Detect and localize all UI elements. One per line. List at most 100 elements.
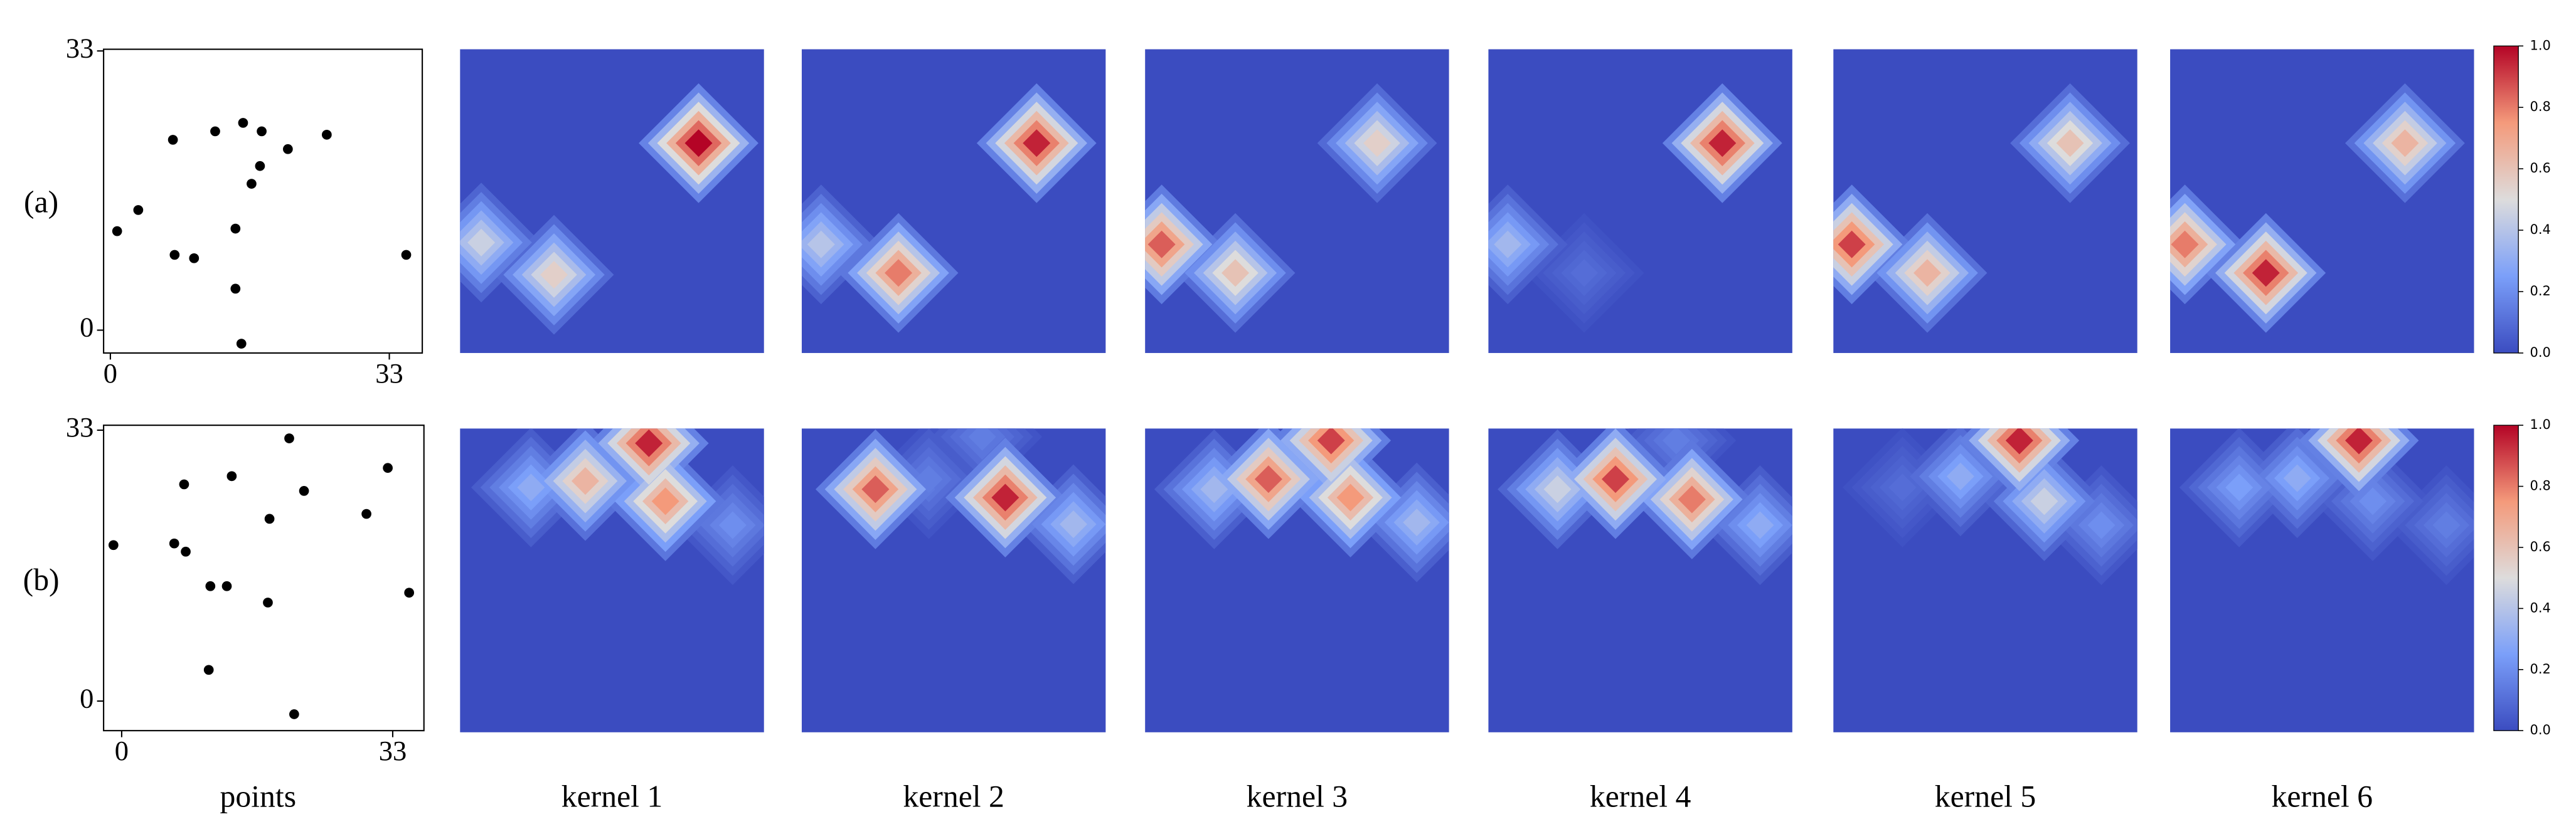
point <box>181 546 191 557</box>
point <box>205 581 216 591</box>
colorbar-tick-label: 0.6 <box>2530 161 2551 176</box>
point <box>247 179 257 189</box>
y-tick-label: 33 <box>66 32 94 63</box>
heat-blob <box>635 429 663 457</box>
heatmap <box>801 83 1097 333</box>
point <box>221 581 232 591</box>
heat-blob <box>2283 464 2311 492</box>
point <box>283 144 293 154</box>
heatmap-background <box>460 49 764 353</box>
heat-blob <box>1147 230 1176 258</box>
point <box>289 709 299 719</box>
column-title: kernel 3 <box>1247 779 1348 814</box>
colorbar-tick-label: 0.8 <box>2530 478 2551 493</box>
column-title: kernel 6 <box>2271 779 2373 814</box>
heat-blob <box>1662 428 1690 455</box>
heat-blob <box>2432 511 2461 539</box>
heat-blob <box>517 473 545 502</box>
point <box>189 253 200 263</box>
colorbar-tick-label: 0.8 <box>2530 99 2551 114</box>
colorbar <box>2493 45 2519 354</box>
heat-blob <box>1059 510 1088 539</box>
point <box>230 283 241 294</box>
heat-blob <box>1708 129 1737 157</box>
point <box>112 226 122 236</box>
heat-blob <box>1317 428 1345 455</box>
point <box>299 486 309 496</box>
heatmap <box>2179 428 2474 585</box>
heat-blob <box>885 259 913 287</box>
heat-blob <box>1570 259 1599 287</box>
heat-blob <box>540 261 568 289</box>
point <box>236 339 247 349</box>
column-title: kernel 4 <box>1590 779 1691 814</box>
colorbar <box>2493 425 2519 731</box>
point <box>169 250 180 260</box>
heat-blob <box>1746 511 1774 539</box>
heat-blob <box>1543 475 1572 504</box>
heat-blob <box>1023 129 1051 157</box>
heat-blob <box>2252 259 2280 287</box>
point <box>179 479 189 490</box>
point <box>321 129 332 140</box>
point <box>255 161 265 171</box>
column-title: kernel 5 <box>1935 779 2036 814</box>
heat-blob <box>861 475 890 504</box>
point <box>383 463 393 473</box>
heat-blob <box>1678 485 1706 514</box>
heatmap <box>1842 428 2137 585</box>
heatmap-background <box>1833 49 2137 353</box>
heat-blob <box>2056 129 2084 157</box>
heatmap-background <box>2170 49 2474 353</box>
heat-blob <box>571 467 599 495</box>
point <box>226 471 237 482</box>
heatmap-background <box>1488 49 1792 353</box>
heat-blob <box>1494 230 1522 258</box>
heat-blob <box>1200 475 1228 504</box>
colorbar-tick-label: 0.4 <box>2530 600 2551 615</box>
point <box>168 135 178 145</box>
heat-blob <box>1336 483 1365 512</box>
heat-blob <box>684 129 713 157</box>
colorbar-tick-label: 0.0 <box>2530 345 2551 360</box>
point <box>169 538 179 549</box>
point <box>108 540 119 551</box>
heat-blob <box>968 428 996 451</box>
column-title: points <box>220 779 296 814</box>
point <box>257 126 267 137</box>
point <box>238 118 248 128</box>
x-tick-label: 33 <box>379 735 407 766</box>
point <box>263 598 273 608</box>
heat-blob <box>718 511 747 539</box>
point <box>284 433 294 443</box>
row-label: (b) <box>23 562 60 597</box>
colorbar-tick-label: 1.0 <box>2530 38 2551 53</box>
heat-blob <box>807 230 835 258</box>
x-tick-label: 0 <box>115 735 129 766</box>
heat-blob <box>991 483 1019 512</box>
y-tick-label: 0 <box>80 312 93 343</box>
point <box>230 223 241 234</box>
colorbar-tick-label: 0.2 <box>2530 283 2551 298</box>
heat-blob <box>2005 428 2033 455</box>
point <box>264 514 275 524</box>
point <box>401 250 412 260</box>
heat-blob <box>467 228 496 256</box>
heatmap <box>1498 428 1792 585</box>
colorbar-tick-label: 0.2 <box>2530 662 2551 677</box>
heat-blob <box>2030 487 2058 515</box>
point <box>361 509 371 519</box>
heatmap <box>815 428 1106 584</box>
heat-blob <box>2087 511 2116 539</box>
x-tick-label: 33 <box>375 357 403 389</box>
heat-blob <box>2171 230 2199 258</box>
x-tick-label: 0 <box>104 357 117 389</box>
heat-blob <box>2391 129 2419 157</box>
plot-frame <box>103 48 423 354</box>
colorbar-tick-label: 0.4 <box>2530 222 2551 237</box>
plot-frame <box>103 425 425 732</box>
colorbar-tick-label: 0.0 <box>2530 722 2551 737</box>
heat-blob <box>1403 509 1431 537</box>
heat-blob <box>1838 230 1866 258</box>
